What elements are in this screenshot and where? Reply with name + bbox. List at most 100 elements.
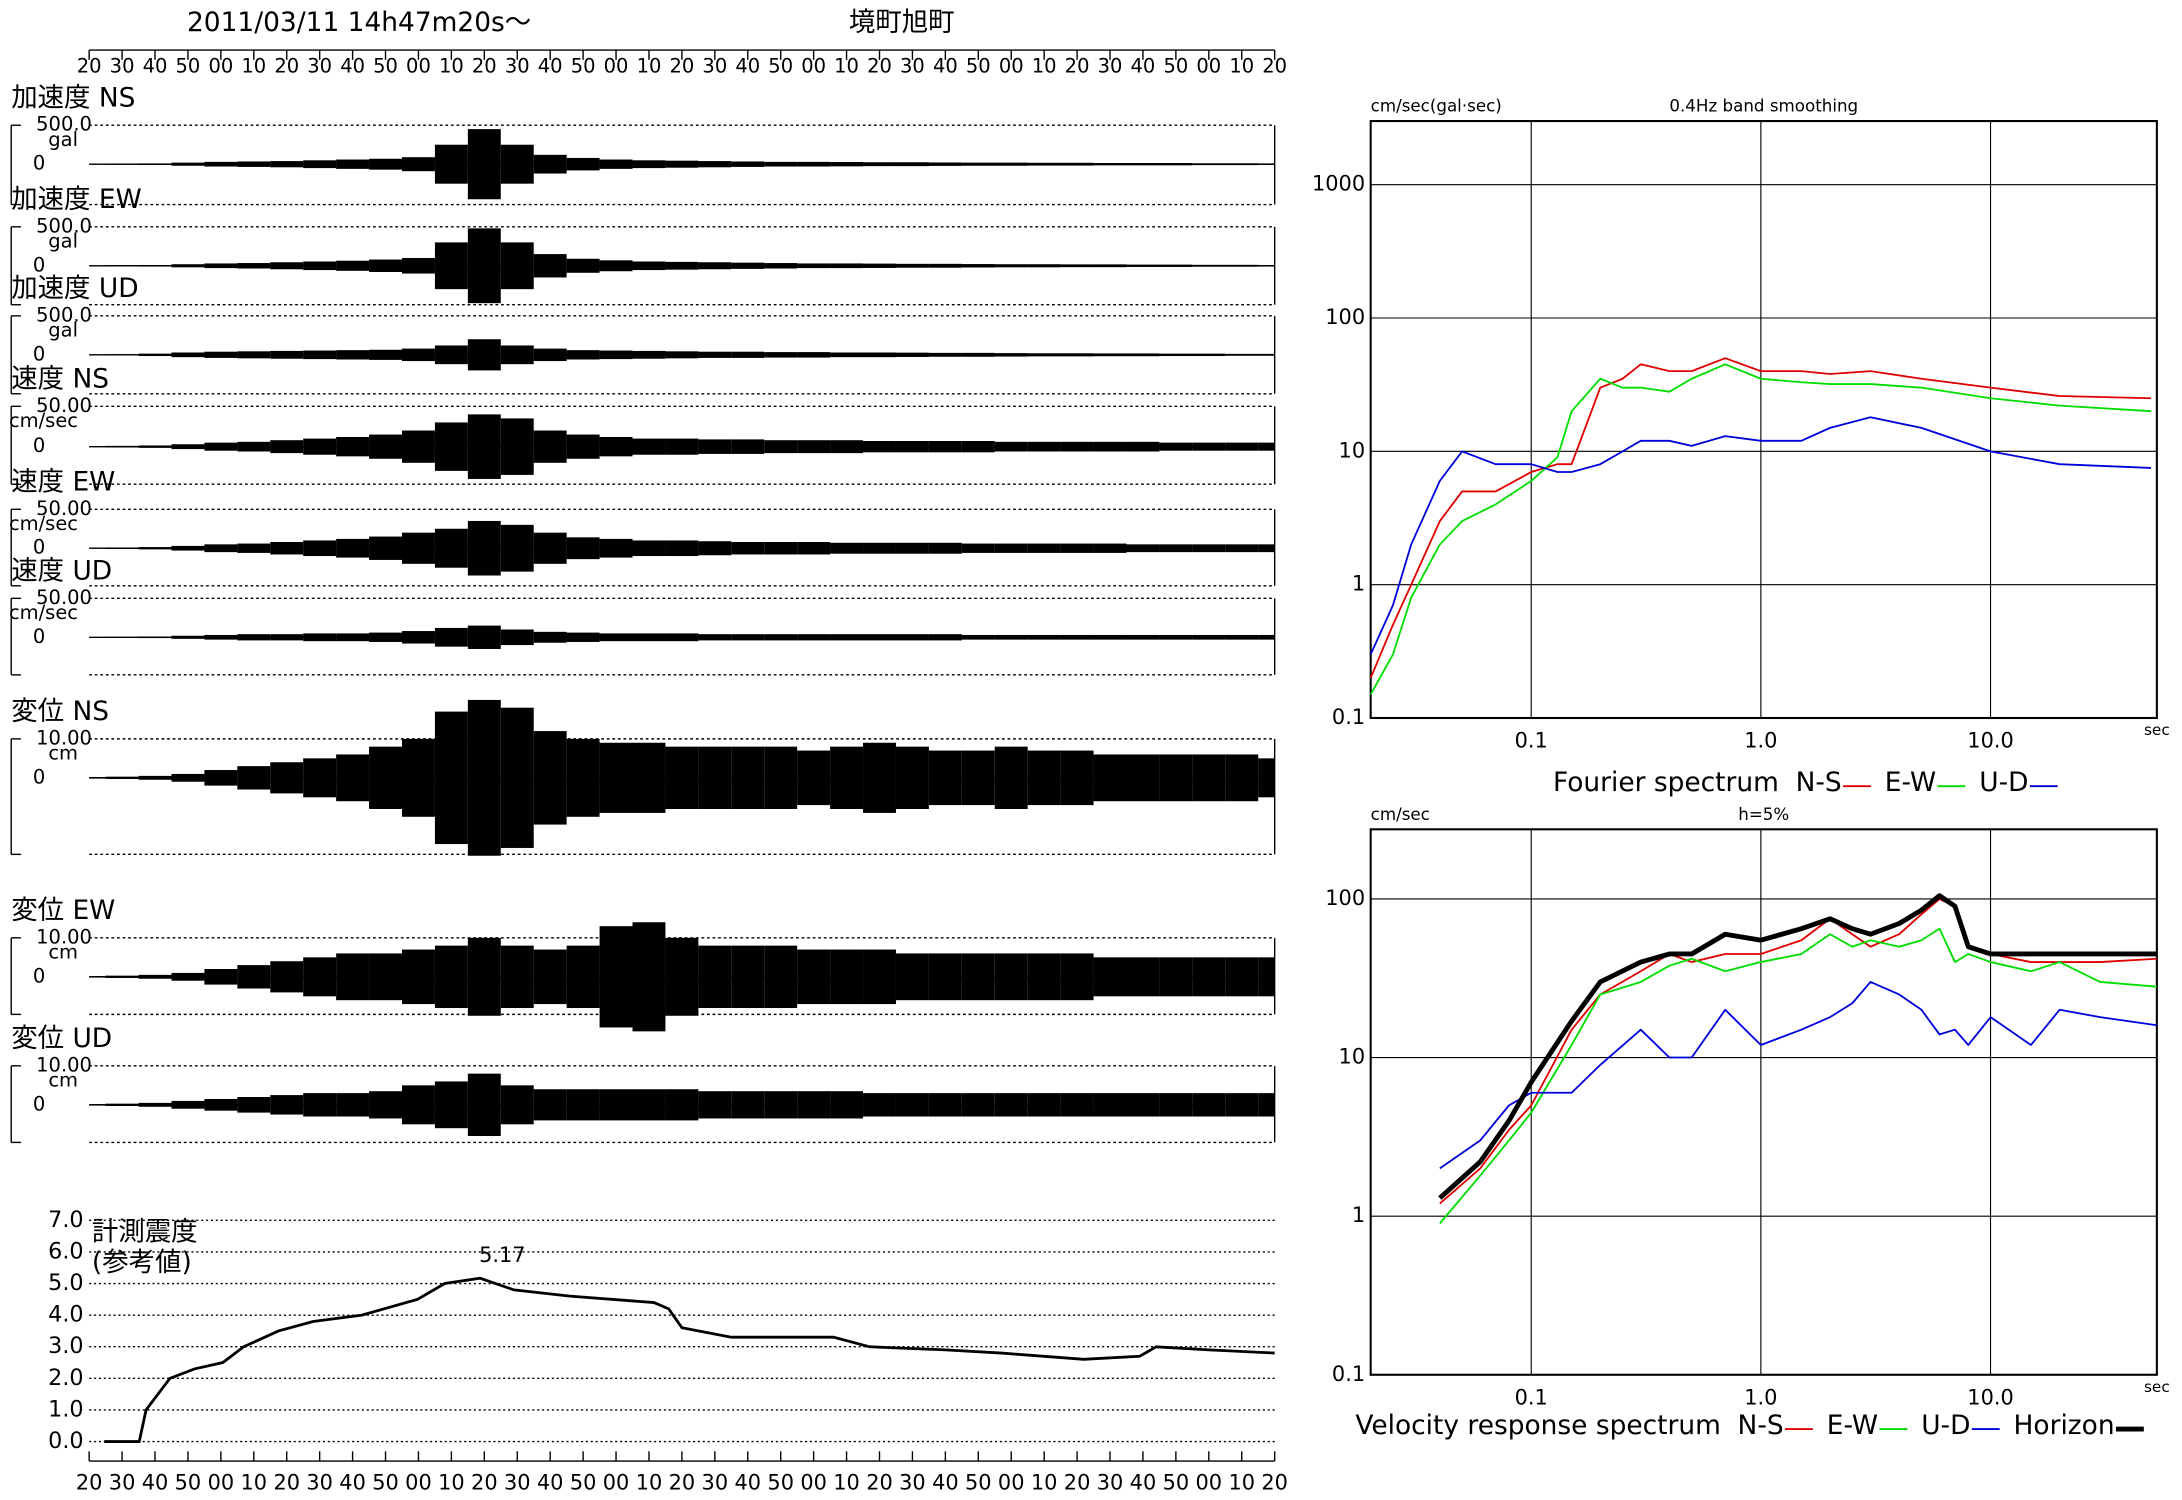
time-tick-label: 30 xyxy=(702,54,727,77)
waveform-envelope xyxy=(764,945,798,1008)
waveform-envelope xyxy=(105,975,139,978)
time-tick-label: 20 xyxy=(1064,1470,1091,1494)
waveform-envelope xyxy=(566,537,600,560)
waveform-envelope xyxy=(599,633,633,642)
y-tick-label: 5.0 xyxy=(48,1270,83,1296)
y-tick-label: 1000 xyxy=(1312,172,1365,196)
waveform-envelope xyxy=(89,547,106,549)
waveform-envelope xyxy=(994,441,1028,452)
time-tick-label: 10 xyxy=(1032,54,1057,77)
waveform-envelope xyxy=(928,750,962,806)
waveform-envelope xyxy=(1258,353,1275,356)
waveform-envelope xyxy=(533,254,567,278)
plot-frame xyxy=(1369,120,2158,720)
waveform-envelope xyxy=(1027,750,1061,806)
waveform-envelope xyxy=(1060,162,1094,166)
waveform-envelope xyxy=(401,532,435,564)
waveform-envelope xyxy=(1027,634,1061,640)
legend-entry: E-W xyxy=(1885,767,1936,798)
y-tick-label: 10 xyxy=(1339,438,1366,462)
scale-label: 500.0 xyxy=(36,214,92,237)
waveform-envelope xyxy=(1093,264,1127,268)
waveform-envelope xyxy=(764,542,798,555)
waveform-envelope xyxy=(237,441,271,452)
waveform-envelope xyxy=(270,961,304,993)
waveform-envelope xyxy=(566,258,600,273)
waveform-envelope xyxy=(533,631,567,643)
waveform-envelope xyxy=(632,540,666,557)
waveform-envelope xyxy=(369,746,402,809)
waveform-envelope xyxy=(467,699,501,856)
waveform-envelope xyxy=(994,264,1028,268)
time-tick-label: 40 xyxy=(143,54,168,77)
waveform-envelope xyxy=(1060,543,1094,553)
time-tick-label: 40 xyxy=(1130,1470,1157,1494)
scale-label: 10.00 xyxy=(36,1053,92,1076)
y-tick-label: 1 xyxy=(1352,572,1365,596)
time-tick-label: 20 xyxy=(77,54,102,77)
time-tick-label: 50 xyxy=(966,54,991,77)
unit-label: gal xyxy=(48,230,78,253)
waveform-envelope xyxy=(632,633,666,642)
waveform-envelope xyxy=(698,351,732,358)
legend-entry: N-S xyxy=(1796,767,1842,798)
waveform-envelope xyxy=(599,742,633,813)
waveform-envelope xyxy=(138,1102,172,1107)
scale-label: 50.00 xyxy=(36,497,92,520)
time-tick-label: 00 xyxy=(1196,1470,1223,1494)
y-unit: cm/sec(gal·sec) xyxy=(1371,97,1502,116)
waveform-envelope xyxy=(171,1100,205,1109)
waveform-envelope xyxy=(599,926,633,1028)
waveform-envelope xyxy=(369,259,402,273)
waveform-envelope xyxy=(566,738,600,817)
waveform-envelope xyxy=(1126,353,1160,357)
time-tick-label: 20 xyxy=(670,54,695,77)
time-tick-label: 30 xyxy=(504,1470,531,1494)
waveform-envelope xyxy=(336,159,370,169)
waveform-envelope xyxy=(1093,353,1127,357)
waveform-envelope xyxy=(1225,957,1259,997)
y-tick-label: 4.0 xyxy=(48,1302,83,1328)
waveform-envelope xyxy=(434,345,468,365)
waveform-envelope xyxy=(1225,264,1259,267)
waveform-envelope xyxy=(830,634,864,641)
waveform-envelope xyxy=(895,634,929,641)
waveform-envelope xyxy=(89,265,106,267)
y-tick-label: 1 xyxy=(1352,1203,1365,1227)
waveform-envelope xyxy=(1159,264,1193,267)
time-tick-label: 50 xyxy=(768,54,793,77)
time-tick-label: 50 xyxy=(965,1470,992,1494)
zero-label: 0 xyxy=(33,536,45,559)
waveform-envelope xyxy=(830,162,864,167)
waveform-envelope xyxy=(1093,1093,1127,1117)
waveform-envelope xyxy=(237,965,271,989)
waveform-envelope xyxy=(1192,754,1226,802)
waveform-envelope xyxy=(500,144,534,184)
waveform-envelope xyxy=(698,541,732,556)
waveform-envelope xyxy=(1225,442,1259,451)
unit-label: cm xyxy=(48,1069,78,1092)
waveform-envelope xyxy=(336,1093,370,1117)
waveform-envelope xyxy=(764,634,798,641)
waveform-envelope xyxy=(171,773,205,782)
time-tick-label: 30 xyxy=(110,54,135,77)
waveform-envelope xyxy=(270,1095,304,1115)
time-tick-label: 10 xyxy=(834,54,859,77)
intensity-line xyxy=(104,1276,1275,1443)
time-tick-label: 40 xyxy=(734,1470,761,1494)
time-tick-label: 00 xyxy=(800,1470,827,1494)
time-tick-label: 00 xyxy=(208,1470,235,1494)
time-tick-label: 10 xyxy=(1031,1470,1058,1494)
waveform-envelope xyxy=(467,129,501,200)
time-tick-label: 10 xyxy=(637,54,662,77)
waveform-envelope xyxy=(1126,1093,1160,1117)
waveform-envelope xyxy=(401,430,435,463)
waveform-envelope xyxy=(928,634,962,641)
y-tick-label: 3.0 xyxy=(48,1333,83,1359)
legend-entry: Horizon xyxy=(2014,1410,2115,1441)
waveform-envelope xyxy=(533,731,567,825)
waveform-envelope xyxy=(1225,634,1259,640)
unit-label: cm/sec xyxy=(9,409,78,432)
time-tick-label: 20 xyxy=(866,1470,893,1494)
